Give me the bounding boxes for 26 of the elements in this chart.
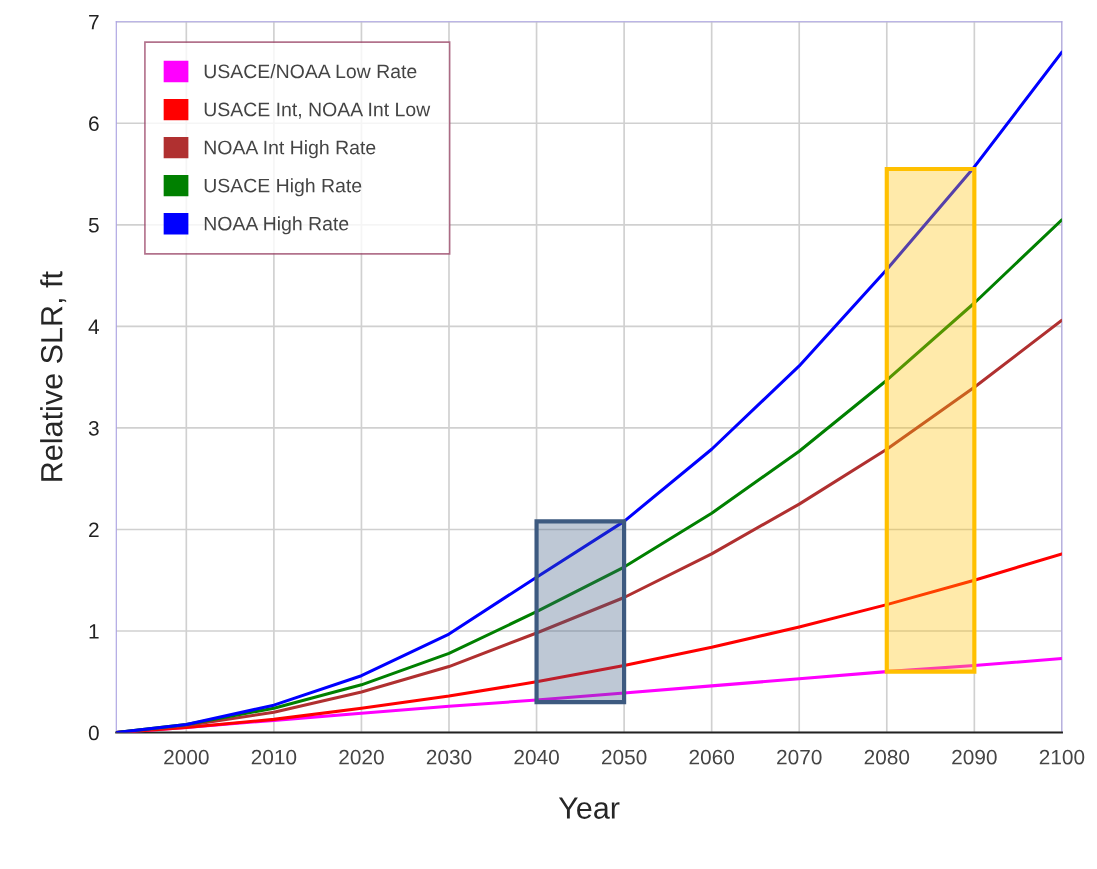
legend-label: USACE Int, NOAA Int Low [204, 102, 431, 119]
x-axis-title: Year [558, 797, 620, 819]
legend-label: NOAA High Rate [204, 216, 349, 235]
y-tick-label: 3 [88, 420, 99, 436]
legend-label: USACE/NOAA Low Rate [204, 63, 417, 79]
y-tick-label: 1 [89, 624, 99, 639]
x-tick-label: 2030 [426, 749, 472, 765]
x-tick-label: 2100 [1039, 749, 1085, 765]
y-tick-label: 0 [88, 725, 99, 741]
y-tick-label: 6 [89, 116, 99, 132]
legend-label: USACE High Rate [204, 178, 362, 197]
y-axis-title: Relative SLR, ft [40, 271, 67, 481]
x-tick-label: 2070 [777, 749, 822, 765]
y-tick-label: 5 [88, 218, 99, 233]
x-tick-label: 2000 [164, 749, 209, 765]
x-tick-label: 2010 [251, 749, 297, 765]
y-tick-label: 7 [89, 14, 99, 30]
x-tick-label: 2050 [601, 749, 647, 765]
legend-label: NOAA Int High Rate [204, 140, 376, 159]
x-tick-label: 2020 [339, 749, 384, 765]
y-tick-label: 4 [88, 319, 100, 334]
x-tick-label: 2080 [864, 749, 910, 765]
x-tick-label: 2060 [689, 749, 735, 765]
y-tick-label: 2 [89, 522, 99, 538]
x-tick-label: 2090 [952, 749, 997, 765]
x-tick-label: 2040 [514, 749, 559, 765]
